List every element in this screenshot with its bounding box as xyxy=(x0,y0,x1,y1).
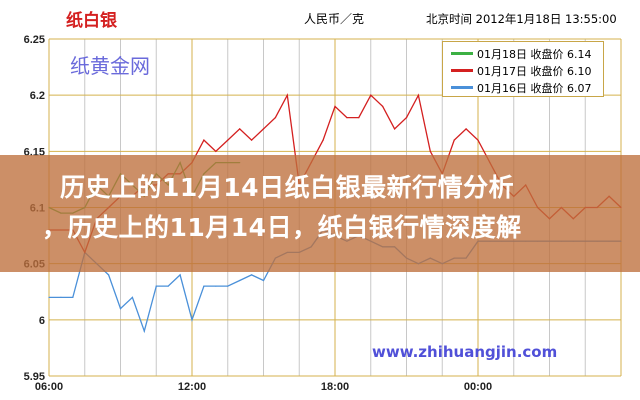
data-point xyxy=(429,150,431,152)
data-point xyxy=(239,279,241,282)
data-point xyxy=(227,285,229,287)
legend: 01月18日 收盘价 6.14 01月17日 收盘价 6.10 01月16日 收… xyxy=(442,41,604,97)
headline-banner xyxy=(0,155,640,272)
data-point xyxy=(417,94,420,96)
data-point xyxy=(131,296,134,298)
data-point xyxy=(286,94,288,96)
x-axis-labels: 06:00 12:00 18:00 00:00 xyxy=(35,381,492,393)
unit-label: 人民币／克 xyxy=(304,12,365,26)
data-point xyxy=(358,117,360,119)
data-point xyxy=(239,128,241,130)
x-tick-label: 06:00 xyxy=(35,381,63,393)
data-point xyxy=(48,296,50,298)
data-point xyxy=(477,139,479,141)
data-point xyxy=(370,94,372,96)
data-point xyxy=(119,308,122,310)
x-tick-label: 12:00 xyxy=(178,381,206,393)
headline-line-2: ，历史上的11月14日，纸白银行情深度解 xyxy=(42,213,522,242)
timestamp: 北京时间 2012年1月18日 13:55:00 xyxy=(426,12,617,26)
y-tick-label: 6 xyxy=(39,315,45,327)
data-point xyxy=(465,128,467,130)
legend-swatch xyxy=(451,52,473,55)
data-point xyxy=(203,139,205,141)
data-point xyxy=(250,274,253,276)
data-point xyxy=(155,285,157,287)
data-point xyxy=(179,274,181,276)
data-point xyxy=(107,274,110,276)
data-point xyxy=(382,105,384,107)
data-point xyxy=(334,105,336,107)
data-point xyxy=(143,330,145,332)
data-point xyxy=(215,285,217,287)
data-point xyxy=(72,296,74,298)
data-point xyxy=(346,117,348,119)
y-tick-label: 6.25 xyxy=(24,34,45,46)
data-point xyxy=(191,319,193,321)
x-tick-label: 00:00 xyxy=(464,381,492,393)
chart-title: 纸白银 xyxy=(66,11,117,31)
watermark: 纸黄金网 xyxy=(70,54,150,78)
y-tick-label: 5.95 xyxy=(24,371,45,383)
legend-item: 01月18日 收盘价 6.14 xyxy=(443,46,603,61)
data-point xyxy=(60,296,62,298)
data-point xyxy=(250,139,253,141)
headline-line-1: 历史上的11月14日纸白银最新行情分析 xyxy=(60,173,515,202)
legend-swatch xyxy=(451,86,473,89)
data-point xyxy=(405,117,408,119)
y-tick-label: 6.2 xyxy=(30,90,45,102)
data-point xyxy=(453,139,455,141)
data-point xyxy=(393,128,396,130)
legend-label: 01月17日 收盘价 6.10 xyxy=(477,64,592,78)
data-point xyxy=(322,139,324,141)
website-url: www.zhihuangjin.com xyxy=(372,343,558,361)
data-point xyxy=(274,117,277,119)
data-point xyxy=(215,150,217,152)
data-point xyxy=(227,139,229,141)
data-point xyxy=(203,285,205,287)
legend-label: 01月16日 收盘价 6.07 xyxy=(477,81,592,95)
legend-swatch xyxy=(451,69,473,72)
legend-item: 01月17日 收盘价 6.10 xyxy=(443,63,603,78)
data-point xyxy=(262,279,265,282)
legend-label: 01月18日 收盘价 6.14 xyxy=(477,47,592,61)
data-point xyxy=(262,128,265,130)
legend-item: 01月16日 收盘价 6.07 xyxy=(443,80,603,95)
x-tick-label: 18:00 xyxy=(321,381,349,393)
data-point xyxy=(167,285,169,287)
